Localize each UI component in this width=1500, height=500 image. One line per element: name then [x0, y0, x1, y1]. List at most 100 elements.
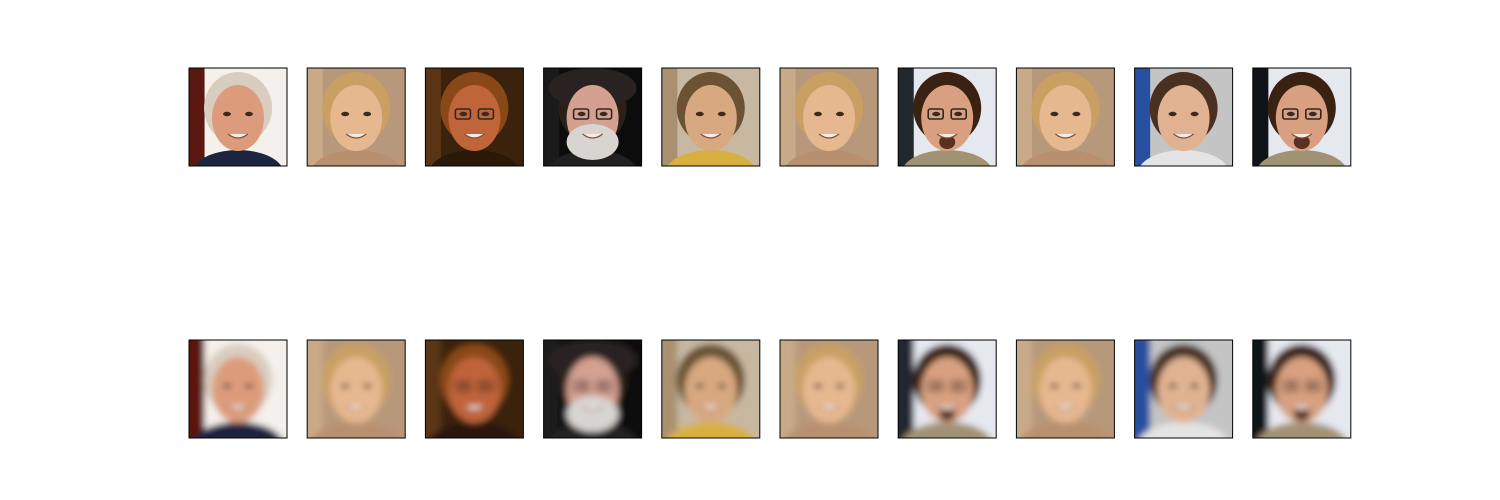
- portrait: [425, 68, 524, 166]
- panel-border: [424, 67, 524, 167]
- mouth: [227, 133, 249, 139]
- panel-border: [1015, 339, 1115, 439]
- glasses: [927, 108, 945, 120]
- portrait-panel: [1016, 340, 1115, 438]
- eye: [1308, 383, 1317, 389]
- beard: [566, 396, 619, 432]
- portrait-panel: [425, 340, 524, 438]
- shoulders: [785, 422, 873, 438]
- background-accent: [898, 340, 914, 438]
- glasses: [454, 108, 472, 120]
- portrait: [898, 68, 997, 166]
- portrait: [1016, 68, 1115, 166]
- portrait: [189, 68, 287, 166]
- eye: [341, 111, 350, 117]
- portrait: [1252, 68, 1351, 166]
- background-accent: [1252, 68, 1269, 166]
- eye: [954, 111, 963, 117]
- portrait-panel: [543, 340, 642, 438]
- portrait-panel: [307, 340, 406, 438]
- portrait: [543, 340, 642, 438]
- panel-border: [661, 339, 761, 439]
- eye: [1308, 111, 1317, 117]
- face: [1275, 85, 1328, 151]
- panel-border: [779, 67, 879, 167]
- eye: [1072, 111, 1081, 117]
- portrait-panel: [189, 340, 287, 438]
- portrait-panel: [661, 68, 760, 166]
- background-accent: [189, 340, 205, 438]
- portrait-panel: [780, 340, 878, 438]
- glasses: [595, 108, 613, 120]
- panel-border: [1134, 67, 1234, 167]
- beard: [1293, 407, 1310, 421]
- portrait-panel: [1252, 340, 1351, 438]
- beard: [566, 124, 619, 160]
- eye: [341, 383, 350, 389]
- shoulders: [1140, 422, 1227, 438]
- glasses: [927, 380, 945, 392]
- eye: [1190, 111, 1199, 117]
- panel-border: [188, 67, 288, 167]
- background-accent: [780, 68, 796, 166]
- face: [803, 85, 855, 151]
- panel-border: [661, 67, 761, 167]
- portrait-panel: [1016, 68, 1115, 166]
- eye: [223, 111, 231, 117]
- mouth: [700, 405, 722, 411]
- portrait: [307, 68, 406, 166]
- panel-border: [779, 339, 879, 439]
- glasses: [572, 108, 590, 120]
- background-accent: [1252, 340, 1269, 438]
- face: [330, 85, 383, 151]
- portrait-panel: [898, 68, 997, 166]
- face: [1157, 357, 1210, 423]
- portrait-panel: [189, 68, 287, 166]
- face: [330, 357, 383, 423]
- panel-border: [1015, 67, 1115, 167]
- eye: [932, 111, 941, 117]
- face: [1039, 85, 1092, 151]
- portrait-panel: [1134, 68, 1233, 166]
- shoulders: [785, 150, 873, 166]
- mouth: [1055, 405, 1076, 411]
- shoulders: [1258, 422, 1346, 438]
- background-accent: [898, 68, 914, 166]
- portrait: [1252, 340, 1351, 438]
- face: [212, 357, 264, 423]
- portrait: [898, 340, 997, 438]
- panel-border: [1252, 339, 1352, 439]
- mouth: [936, 133, 958, 139]
- face: [684, 357, 737, 423]
- background-accent: [425, 68, 441, 166]
- glasses: [950, 380, 968, 392]
- glasses: [1305, 108, 1322, 120]
- mouth: [582, 405, 603, 411]
- glasses: [572, 380, 590, 392]
- mouth: [700, 133, 722, 139]
- shoulders: [312, 422, 400, 438]
- eye: [245, 111, 253, 117]
- eye: [223, 383, 231, 389]
- shoulders: [194, 422, 282, 438]
- face: [1039, 357, 1092, 423]
- panel-border: [543, 67, 643, 167]
- portrait-panel: [1134, 340, 1233, 438]
- beard: [939, 135, 956, 149]
- glasses: [454, 380, 472, 392]
- background-accent: [425, 340, 441, 438]
- portrait: [1134, 68, 1233, 166]
- panel-border: [897, 67, 997, 167]
- glasses: [1282, 108, 1299, 120]
- eye: [954, 383, 963, 389]
- mouth: [582, 133, 603, 139]
- panel-border: [897, 339, 997, 439]
- panel-border: [306, 339, 406, 439]
- mouth: [227, 405, 249, 411]
- mouth: [1055, 133, 1076, 139]
- portrait: [780, 340, 878, 438]
- portrait: [425, 340, 524, 438]
- portrait-panel: [425, 68, 524, 166]
- panel-border: [188, 339, 288, 439]
- shoulders: [667, 150, 755, 166]
